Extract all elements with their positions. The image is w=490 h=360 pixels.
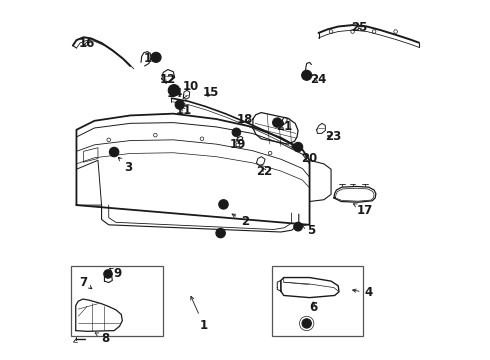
Text: 17: 17 xyxy=(353,204,373,217)
Bar xyxy=(272,266,364,336)
Text: 2: 2 xyxy=(232,214,249,228)
Circle shape xyxy=(151,52,161,62)
Circle shape xyxy=(294,142,303,152)
Circle shape xyxy=(219,200,228,209)
Text: 14: 14 xyxy=(167,87,183,100)
Circle shape xyxy=(216,228,225,238)
Circle shape xyxy=(104,270,112,278)
Text: 12: 12 xyxy=(160,73,176,86)
Text: 24: 24 xyxy=(310,73,327,86)
Circle shape xyxy=(175,100,184,109)
Text: 21: 21 xyxy=(276,120,293,133)
Text: 9: 9 xyxy=(110,267,122,280)
Text: 13: 13 xyxy=(144,51,160,64)
Circle shape xyxy=(168,85,180,96)
Text: 16: 16 xyxy=(79,37,96,50)
Text: 6: 6 xyxy=(309,301,317,314)
Text: 18: 18 xyxy=(237,113,253,126)
Text: 10: 10 xyxy=(183,80,199,98)
Text: 19: 19 xyxy=(230,138,246,150)
Circle shape xyxy=(302,319,311,328)
Text: 11: 11 xyxy=(176,104,192,117)
Text: 8: 8 xyxy=(95,332,109,345)
Text: 3: 3 xyxy=(119,157,132,174)
Text: 1: 1 xyxy=(191,296,208,332)
Text: 7: 7 xyxy=(79,276,92,289)
Circle shape xyxy=(109,147,119,157)
Text: 4: 4 xyxy=(353,287,373,300)
Text: 15: 15 xyxy=(203,86,219,99)
Text: 22: 22 xyxy=(257,165,273,177)
Text: 25: 25 xyxy=(351,21,368,34)
Text: 5: 5 xyxy=(302,224,316,237)
Circle shape xyxy=(232,128,241,136)
Bar xyxy=(71,266,163,336)
Circle shape xyxy=(302,70,312,80)
Circle shape xyxy=(294,222,302,231)
Text: 20: 20 xyxy=(301,152,318,165)
Circle shape xyxy=(272,118,282,127)
Text: 23: 23 xyxy=(325,130,341,144)
